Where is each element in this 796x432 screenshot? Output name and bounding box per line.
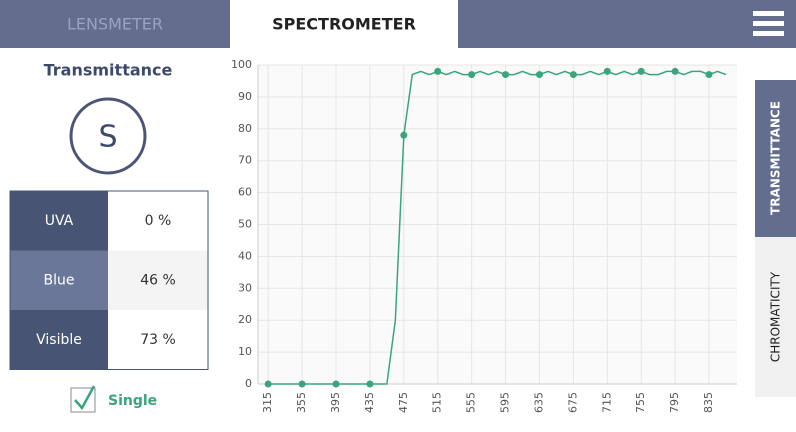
point — [705, 71, 713, 79]
x-tick-label: 675 — [566, 392, 579, 413]
icon-circle — [69, 97, 147, 175]
side-tab[interactable] — [755, 237, 796, 397]
x-tick-label: 595 — [499, 392, 512, 413]
point — [366, 380, 374, 388]
x-tick-label: 715 — [600, 392, 613, 413]
point — [332, 380, 340, 388]
side-tab-label[interactable]: TRANSMITTANCE — [769, 101, 783, 215]
point — [569, 71, 577, 79]
table-cell — [10, 250, 108, 310]
checkbox-label[interactable]: Single — [108, 393, 157, 409]
y-tick-label: 0 — [245, 377, 252, 390]
row-label: UVA — [45, 213, 74, 229]
point — [400, 131, 408, 139]
table-cell — [108, 191, 208, 251]
x-tick-label: 475 — [397, 392, 410, 413]
y-tick-label: 10 — [238, 345, 252, 358]
table: UVA 0 % Blue 46 % Visible 73 % — [9, 190, 209, 370]
point — [434, 67, 442, 75]
x-tick-label: 555 — [465, 392, 478, 413]
x-tick-label: 435 — [363, 392, 376, 413]
x-tick-label: 355 — [295, 392, 308, 413]
y-tick-label: 50 — [238, 218, 252, 231]
point — [298, 380, 306, 388]
table-border — [9, 190, 209, 370]
row-label: Blue — [44, 273, 75, 289]
point — [535, 71, 543, 79]
x-tick-label: 635 — [532, 392, 545, 413]
side-tab-active[interactable] — [755, 80, 796, 237]
line — [268, 70, 727, 385]
tab[interactable]: LENSMETER — [67, 15, 163, 34]
active-tab[interactable] — [230, 0, 458, 48]
point — [468, 71, 476, 79]
side-tab-label[interactable]: CHROMATICITY — [769, 271, 783, 362]
y-tick-label: 100 — [231, 58, 252, 71]
y-tick-label: 60 — [238, 186, 252, 199]
x-tick-label: 795 — [668, 392, 681, 413]
x-tick-label: 315 — [261, 392, 274, 413]
table-cell — [108, 250, 208, 310]
point — [637, 67, 645, 75]
point — [502, 71, 510, 79]
x-tick-label: 835 — [702, 392, 715, 413]
x-tick-label: 515 — [431, 392, 444, 413]
y-tick-label: 90 — [238, 90, 252, 103]
y-tick-label: 70 — [238, 154, 252, 167]
row-value: 0 % — [145, 213, 172, 229]
y-tick-label: 80 — [238, 122, 252, 135]
tab[interactable]: SPECTROMETER — [272, 15, 416, 34]
icon-letter: S — [98, 120, 117, 155]
row-label: Visible — [36, 332, 82, 348]
point — [671, 67, 679, 75]
x-tick-label: 755 — [634, 392, 647, 413]
x-tick-label: 395 — [329, 392, 342, 413]
row-value: 46 % — [140, 273, 176, 289]
point — [603, 67, 611, 75]
y-tick-label: 20 — [238, 313, 252, 326]
menu-icon[interactable] — [753, 11, 784, 36]
y-tick-label: 40 — [238, 249, 252, 262]
y-tick-label: 30 — [238, 281, 252, 294]
panel-title: Transmittance — [44, 61, 173, 80]
table-cell — [108, 310, 208, 370]
table-cell — [10, 191, 108, 251]
checkmark — [74, 385, 96, 411]
point — [264, 380, 272, 388]
table-cell — [10, 310, 108, 370]
row-value: 73 % — [140, 332, 176, 348]
